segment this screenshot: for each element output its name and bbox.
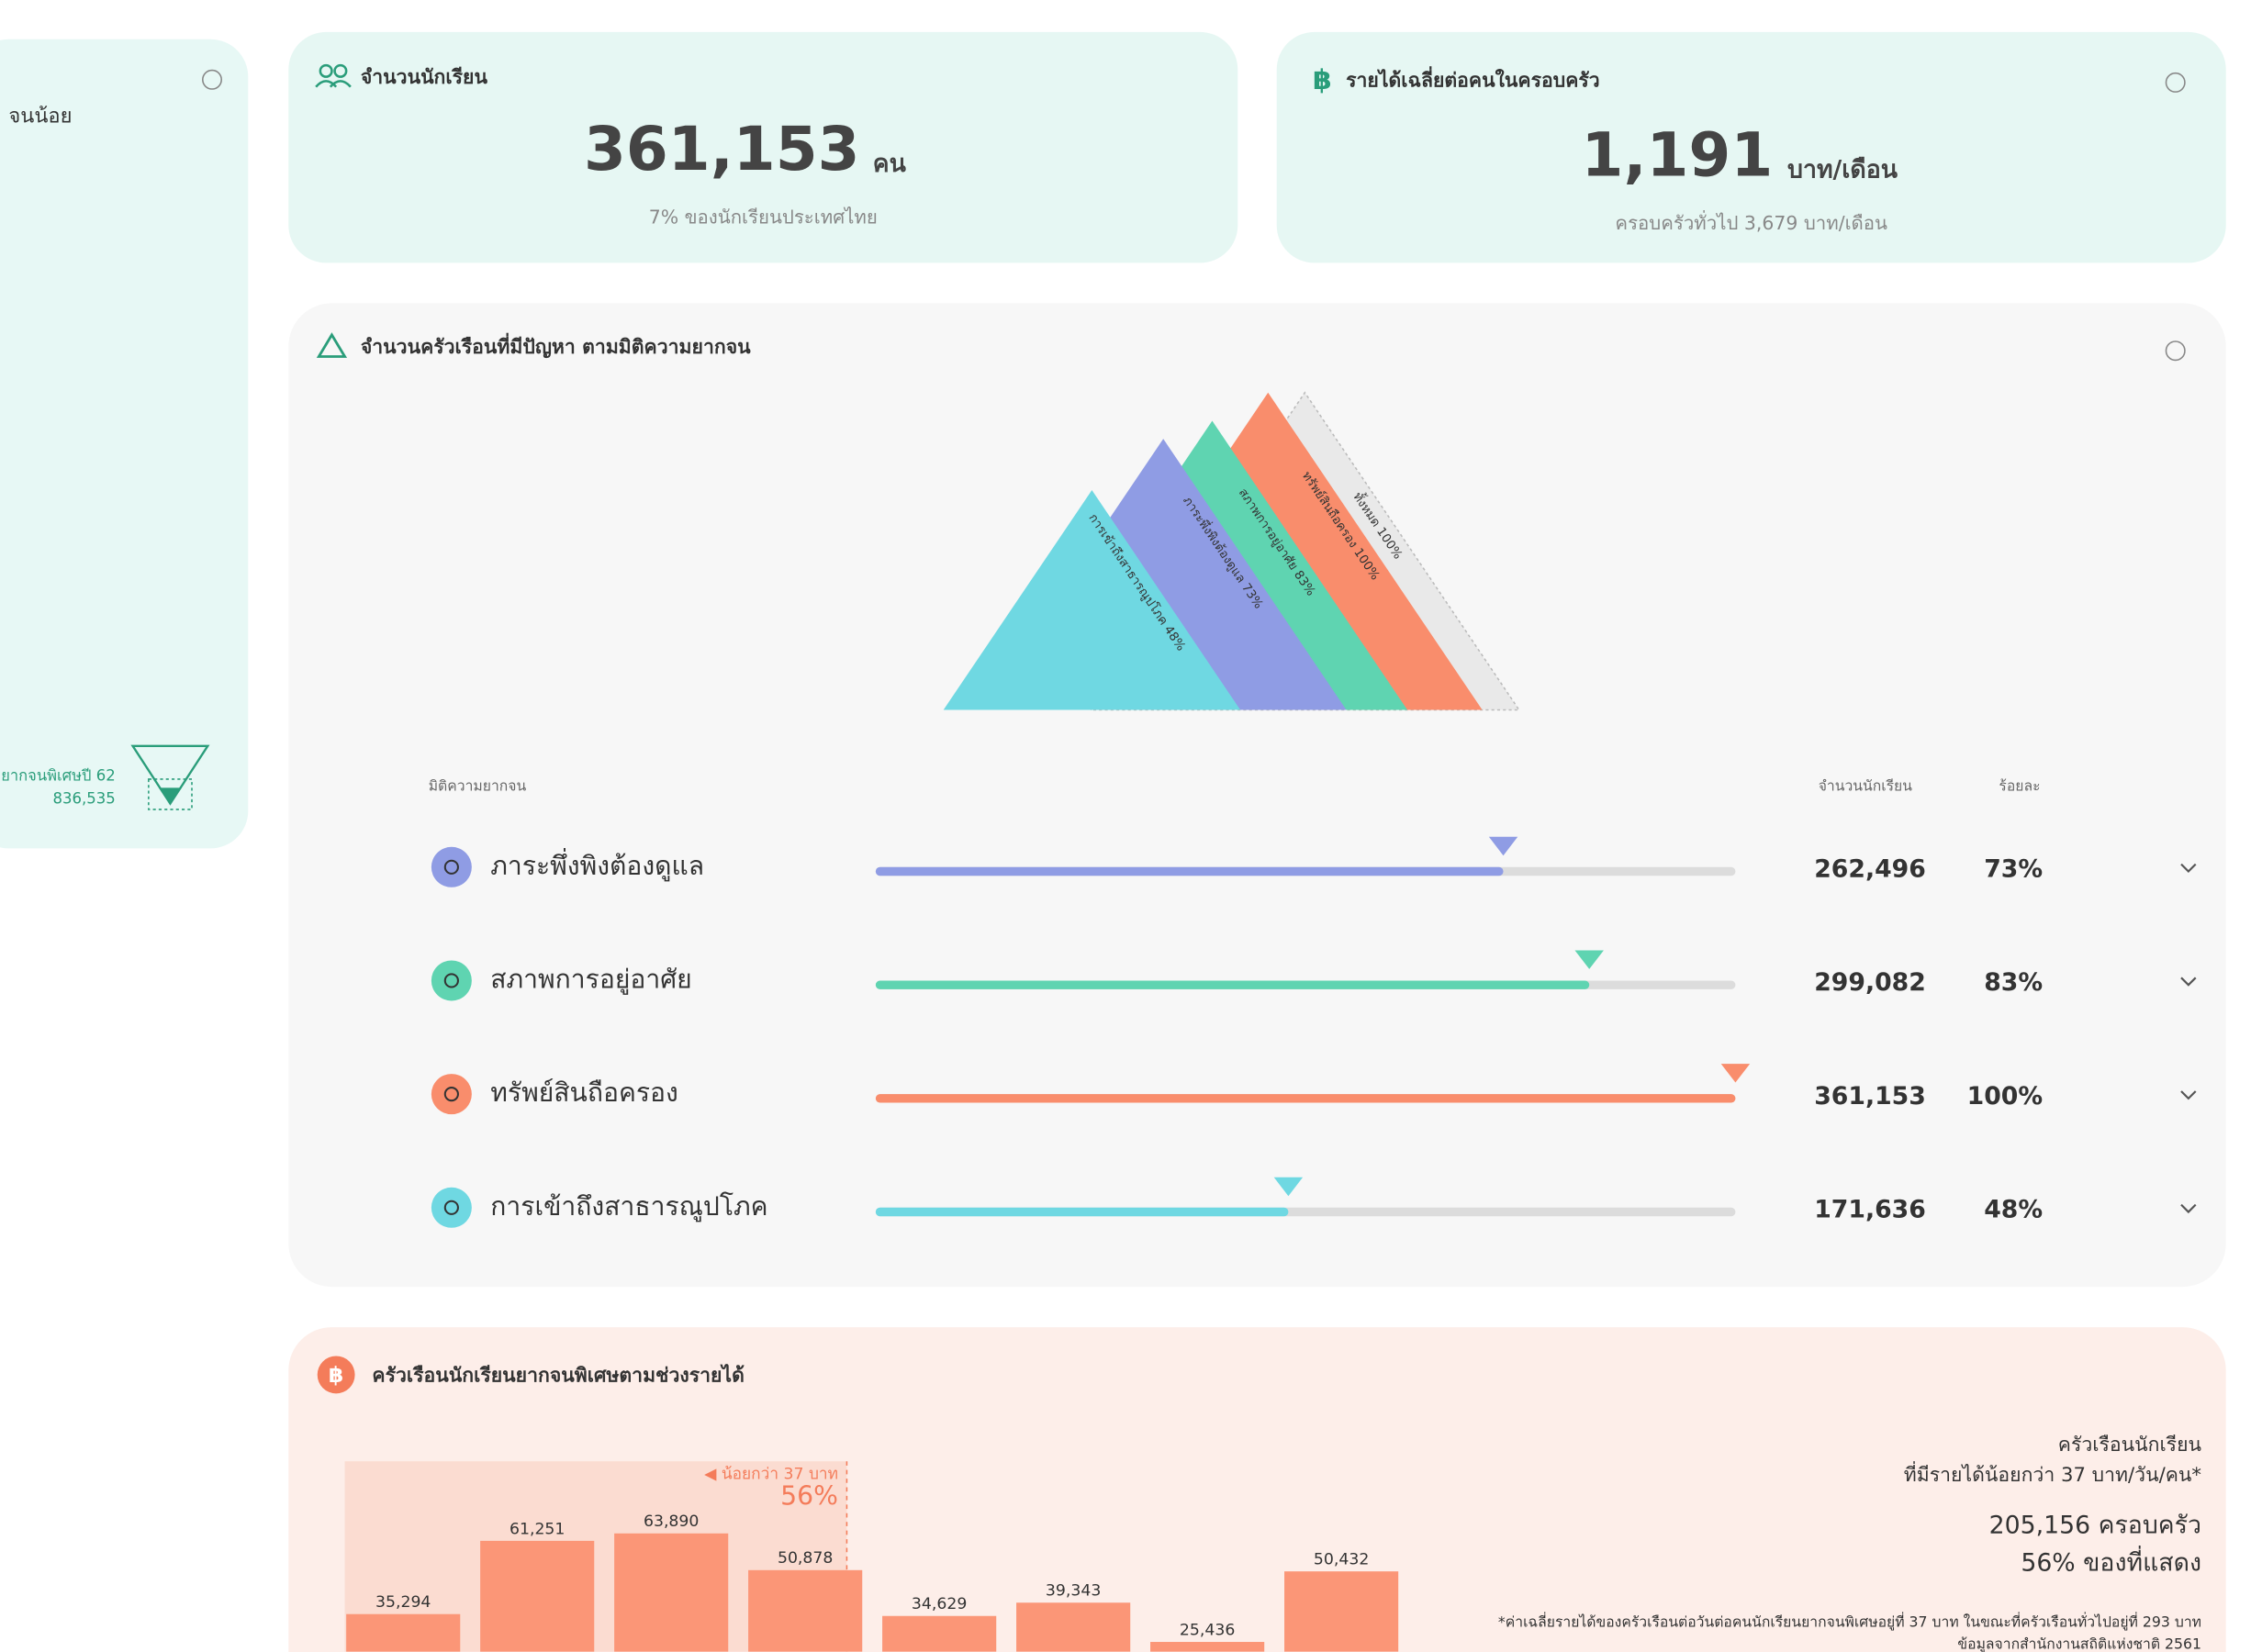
- baht-symbol: ฿: [329, 1362, 343, 1388]
- summary-line: ที่มีรายได้น้อยกว่า 37 บาท/วัน/คน*: [1904, 1461, 2201, 1487]
- dimension-icon: [431, 1074, 472, 1115]
- info-icon[interactable]: [2165, 72, 2186, 93]
- unit: บาท/เดือน: [1787, 155, 1898, 184]
- student-count: 171,636: [1814, 1195, 1926, 1223]
- card-title: จำนวนครัวเรือนที่มีปัญหา ตามมิติความยากจ…: [361, 332, 751, 359]
- dimension-name: การเข้าถึงสาธารณูปโภค: [490, 1191, 767, 1222]
- triangle-icon: [316, 332, 348, 358]
- bar-marker: [1574, 950, 1604, 969]
- footer-value: 836,535: [52, 789, 115, 807]
- student-count: 361,153: [1814, 1082, 1926, 1111]
- dimension-name: ภาระพึ่งพิงต้องดูแล: [490, 848, 704, 882]
- dimension-name: ทรัพย์สินถือครอง: [490, 1077, 678, 1108]
- card-title: จำนวนนักเรียน: [361, 66, 488, 89]
- dimension-icon: [431, 1187, 472, 1228]
- funnel-icon: [130, 744, 210, 806]
- income-chart-area: 35,294 61,251 63,890 50,878 34,629 39,343 25,4…: [344, 1461, 1399, 1652]
- bar: [875, 1094, 1736, 1103]
- expand-chevron[interactable]: [2180, 1203, 2197, 1214]
- dimension-icon: [431, 960, 472, 1001]
- percent: 83%: [1984, 968, 2043, 997]
- big-value: 1,191: [1582, 119, 1774, 190]
- bar: [1150, 1642, 1265, 1652]
- value-label: 50,878: [778, 1549, 833, 1568]
- expand-chevron[interactable]: [2180, 1090, 2197, 1100]
- bar: [1284, 1571, 1399, 1652]
- panel-title: จนน้อย: [8, 106, 72, 128]
- bar: [1016, 1602, 1131, 1652]
- unit: คน: [873, 150, 907, 178]
- dimension-rows: ภาระพึ่งพิงต้องดูแล 262,496 73% สภาพการอยู่…: [431, 836, 2197, 1228]
- left-panel: [0, 39, 249, 849]
- card-title: ครัวเรือนนักเรียนยากจนพิเศษตามช่วงรายได้: [372, 1364, 744, 1388]
- value-label: 61,251: [510, 1520, 565, 1538]
- bar: [614, 1533, 729, 1652]
- info-icon[interactable]: [2165, 340, 2186, 362]
- mountain-chart: ทั้งหมด 100%ทรัพย์สินถือครอง 100%สภาพการ…: [943, 391, 1521, 711]
- value-label: 50,432: [1314, 1551, 1369, 1569]
- bar: [480, 1540, 595, 1652]
- bar: [748, 1569, 863, 1652]
- summary-count: 205,156 ครอบครัว: [1989, 1511, 2201, 1539]
- students-card: [288, 31, 1238, 263]
- income-card: [1276, 31, 2226, 263]
- source: ข้อมูลจากสำนักงานสถิติแห่งชาติ 2561: [1957, 1635, 2201, 1652]
- summary-line: ครัวเรือนนักเรียน: [2058, 1434, 2201, 1457]
- column-header: ร้อยละ: [1999, 776, 2040, 794]
- bar: [882, 1615, 997, 1652]
- expand-chevron[interactable]: [2180, 977, 2197, 987]
- bar-marker: [1273, 1177, 1304, 1197]
- big-value: 361,153: [584, 114, 860, 184]
- bar: [875, 866, 1504, 876]
- note: 7% ของนักเรียนประเทศไทย: [649, 206, 878, 229]
- people-icon: [315, 63, 352, 88]
- baht-icon: ฿: [1313, 64, 1332, 96]
- percent: 100%: [1967, 1082, 2044, 1111]
- value-label: 35,294: [375, 1593, 431, 1612]
- note: ครอบครัวทั่วไป 3,679 บาท/เดือน: [1615, 210, 1887, 234]
- bar: [346, 1613, 461, 1652]
- funnel-box: [148, 778, 193, 810]
- annotation-share: 56%: [780, 1480, 838, 1511]
- value-label: 39,343: [1046, 1582, 1101, 1601]
- funnel-fill: [158, 787, 182, 804]
- value-label: 34,629: [912, 1595, 967, 1613]
- footnote: *ค่าเฉลี่ยรายได้ของครัวเรือนต่อวันต่อคนน…: [1498, 1612, 2201, 1632]
- value-label: 63,890: [644, 1512, 699, 1531]
- dimension-icon-glyph: [443, 859, 459, 875]
- dimension-icon: [431, 846, 472, 887]
- student-count: 299,082: [1814, 968, 1926, 997]
- column-header: มิติความยากจน: [429, 776, 527, 794]
- dimension-icon-glyph: [443, 973, 459, 988]
- baht-icon: [317, 1356, 355, 1394]
- bar-marker: [1488, 836, 1518, 856]
- student-count: 262,496: [1814, 854, 1926, 883]
- bar-marker: [1720, 1064, 1751, 1083]
- expand-chevron[interactable]: [2180, 863, 2197, 874]
- footer-label: ยากจนพิเศษปี 62: [1, 766, 115, 784]
- bar: [875, 1207, 1289, 1217]
- bars: 35,294 61,251 63,890 50,878 34,629 39,343 25,4…: [346, 1512, 1399, 1652]
- percent: 48%: [1984, 1195, 2043, 1223]
- summary-share: 56% ของที่แสดง: [2021, 1545, 2201, 1577]
- mountain-triangle: [943, 489, 1241, 710]
- percent: 73%: [1984, 854, 2043, 883]
- value-label: 25,436: [1180, 1621, 1235, 1639]
- card-title: รายได้เฉลี่ยต่อคนในครอบครัว: [1346, 65, 1600, 92]
- dimension-name: สภาพการอยู่อาศัย: [490, 964, 691, 995]
- dimension-icon-glyph: [443, 1087, 459, 1102]
- annotation: ◀ น้อยกว่า 37 บาท: [704, 1465, 838, 1483]
- dimension-icon-glyph: [443, 1200, 459, 1215]
- poverty-card: [288, 303, 2226, 1288]
- column-header: จำนวนนักเรียน: [1819, 776, 1913, 794]
- info-icon[interactable]: [202, 69, 222, 90]
- bar: [875, 980, 1590, 989]
